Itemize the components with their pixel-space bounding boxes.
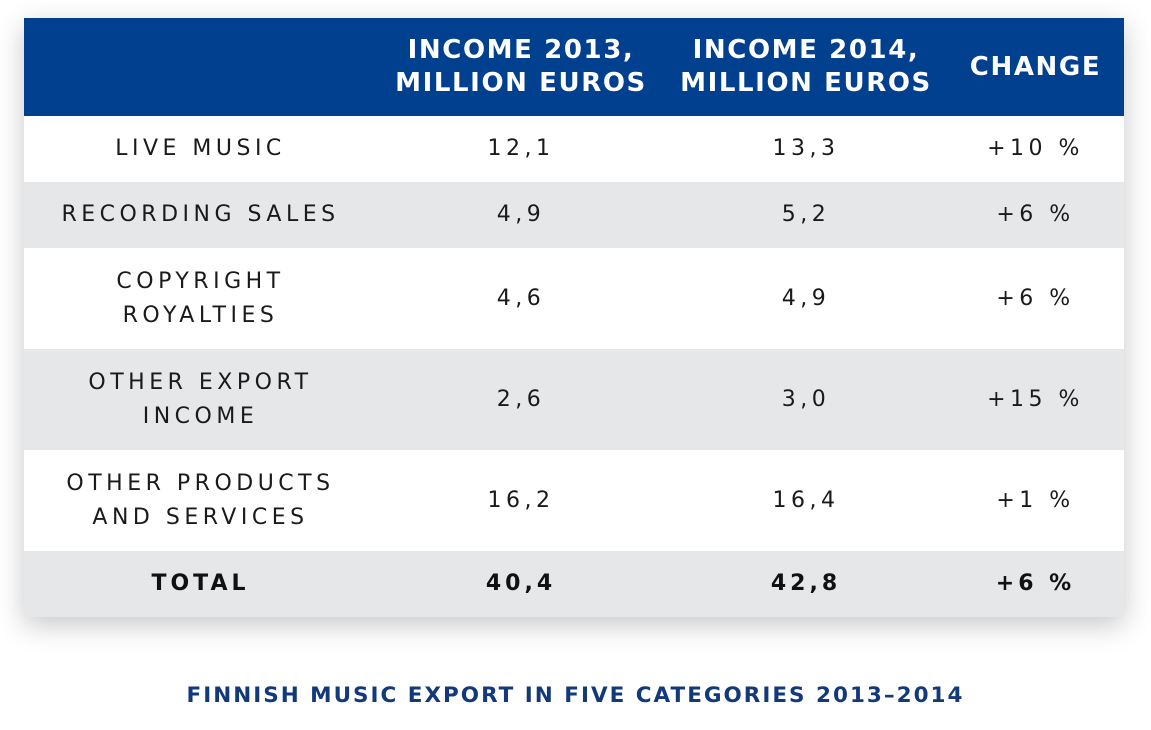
row-income-2013: 4,9: [496, 202, 546, 227]
row-change: +1 %: [996, 487, 1075, 513]
row-category: OTHER EXPORT INCOME: [24, 349, 377, 450]
row-change: +15 %: [987, 386, 1084, 412]
row-income-2014: 3,0: [781, 386, 831, 412]
row-category-label: COPYRIGHT ROYALTIES: [116, 268, 285, 328]
row-change: +10 %: [987, 136, 1084, 161]
row-income-2013: 16,2: [487, 487, 555, 513]
row-income-2014: 13,3: [772, 136, 840, 161]
row-change: +6 %: [996, 202, 1075, 227]
row-category: OTHER PRODUCTS AND SERVICES: [24, 450, 377, 551]
table-row: LIVE MUSIC 12,1 13,3 +10 %: [24, 116, 1124, 182]
header-category: [24, 18, 377, 116]
total-category: TOTAL: [151, 571, 250, 596]
header-change: CHANGE: [969, 51, 1102, 82]
export-table: INCOME 2013, MILLION EUROS INCOME 2014, …: [24, 18, 1124, 617]
row-category: LIVE MUSIC: [24, 116, 377, 182]
header-income-2014: INCOME 2014, MILLION EUROS: [665, 18, 947, 116]
header-income-2014-text: INCOME 2014, MILLION EUROS: [680, 35, 932, 98]
table-row: COPYRIGHT ROYALTIES 4,6 4,9 +6 %: [24, 248, 1124, 349]
total-change: +6 %: [995, 571, 1076, 596]
header-income-2013-text: INCOME 2013, MILLION EUROS: [395, 35, 647, 98]
row-income-2014: 4,9: [781, 285, 831, 311]
row-category-label: OTHER PRODUCTS AND SERVICES: [66, 470, 335, 530]
total-income-2013: 40,4: [485, 571, 557, 596]
row-category-label: OTHER EXPORT INCOME: [88, 369, 313, 429]
row-category: COPYRIGHT ROYALTIES: [24, 248, 377, 349]
header-income-2013: INCOME 2013, MILLION EUROS: [377, 18, 665, 116]
chart-caption: FINNISH MUSIC EXPORT IN FIVE CATEGORIES …: [186, 683, 965, 708]
row-category-label: RECORDING SALES: [61, 202, 340, 227]
table-row: OTHER PRODUCTS AND SERVICES 16,2 16,4 +1…: [24, 450, 1124, 551]
export-table-card: INCOME 2013, MILLION EUROS INCOME 2014, …: [24, 18, 1124, 617]
row-category: RECORDING SALES: [24, 182, 377, 248]
total-income-2014: 42,8: [770, 571, 842, 596]
row-category-label: LIVE MUSIC: [115, 136, 286, 161]
row-income-2013: 4,6: [496, 285, 546, 311]
table-total-row: TOTAL 40,4 42,8 +6 %: [24, 551, 1124, 617]
row-income-2014: 5,2: [781, 202, 831, 227]
table-row: RECORDING SALES 4,9 5,2 +6 %: [24, 182, 1124, 248]
row-income-2013: 12,1: [487, 136, 555, 161]
table-row: OTHER EXPORT INCOME 2,6 3,0 +15 %: [24, 349, 1124, 450]
table-header-row: INCOME 2013, MILLION EUROS INCOME 2014, …: [24, 18, 1124, 116]
row-change: +6 %: [996, 285, 1075, 311]
row-income-2014: 16,4: [772, 487, 840, 513]
row-income-2013: 2,6: [496, 386, 546, 412]
